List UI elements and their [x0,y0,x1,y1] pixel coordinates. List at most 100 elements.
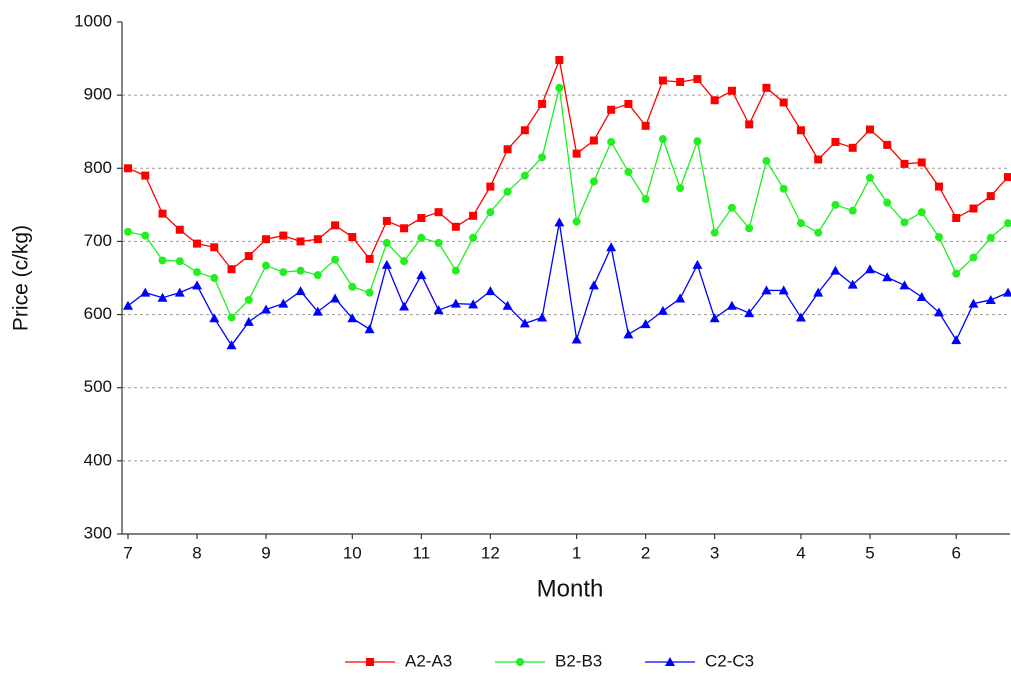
marker [381,259,392,269]
marker [469,233,478,242]
marker [692,259,703,269]
x-tick-label: 12 [481,543,500,562]
marker [572,217,581,226]
marker [986,233,995,242]
marker [486,208,495,217]
marker [658,76,667,85]
marker [243,316,254,326]
marker [347,313,358,323]
marker [450,298,461,308]
marker [727,86,736,95]
legend-label: A2-A3 [405,651,452,670]
marker [726,300,737,310]
marker [814,155,823,164]
x-tick-label: 8 [192,543,201,562]
legend-label: C2-C3 [705,651,754,670]
x-tick-label: 5 [865,543,874,562]
marker [157,292,168,302]
marker [141,231,150,240]
x-tick-label: 11 [413,543,431,562]
marker [175,225,184,234]
marker [899,280,910,290]
marker [589,177,598,186]
marker [795,312,806,322]
marker [124,164,132,173]
marker [676,184,685,193]
marker [554,217,565,227]
marker [985,294,996,304]
x-tick-label: 7 [123,543,132,562]
marker [607,137,616,146]
marker [295,286,306,296]
marker [709,313,720,323]
marker [952,214,961,223]
y-tick-label: 800 [84,158,112,177]
marker [278,298,289,308]
marker [244,295,253,304]
marker [555,56,564,65]
x-axis-label: Month [537,575,604,602]
marker [762,156,771,165]
marker [917,158,926,167]
marker [710,228,719,237]
marker [830,265,841,275]
y-axis-label: Price (c/kg) [10,225,33,331]
marker [417,214,426,223]
marker [968,298,979,308]
marker [744,308,755,318]
marker [934,182,943,191]
marker [796,219,805,228]
marker [210,243,219,252]
marker [951,335,962,345]
x-tick-label: 2 [641,543,650,562]
marker [141,171,150,180]
marker [641,121,650,130]
marker [538,99,547,108]
marker [124,227,132,236]
marker [624,167,633,176]
x-tick-label: 9 [261,543,270,562]
marker [296,237,305,246]
marker [262,261,271,270]
marker [624,99,633,108]
x-tick-label: 1 [572,543,581,562]
marker [934,233,943,242]
y-tick-label: 1000 [74,11,112,30]
series-line [127,87,1009,319]
marker [175,257,184,266]
marker [710,96,719,105]
series-line [127,222,1009,347]
marker [262,235,271,244]
marker [400,257,409,266]
series-line [127,57,1009,271]
marker [365,288,374,297]
marker [693,75,702,84]
marker [519,318,530,328]
marker [279,268,288,277]
marker [814,228,823,237]
marker [693,137,702,146]
marker [657,305,668,315]
marker [158,256,167,265]
marker [331,221,340,230]
marker [571,334,582,344]
marker [933,307,944,317]
marker [1003,287,1011,297]
marker [434,238,443,247]
marker [952,269,961,278]
marker [658,135,667,144]
marker [365,254,374,263]
y-tick-label: 300 [84,523,112,542]
marker [745,224,754,233]
marker [192,280,203,290]
marker [382,216,391,225]
marker [538,153,547,162]
marker [486,182,495,191]
marker [503,145,512,154]
marker [330,293,341,303]
marker [193,239,202,248]
marker [348,233,357,242]
marker [969,253,978,262]
y-tick-label: 400 [84,450,112,469]
